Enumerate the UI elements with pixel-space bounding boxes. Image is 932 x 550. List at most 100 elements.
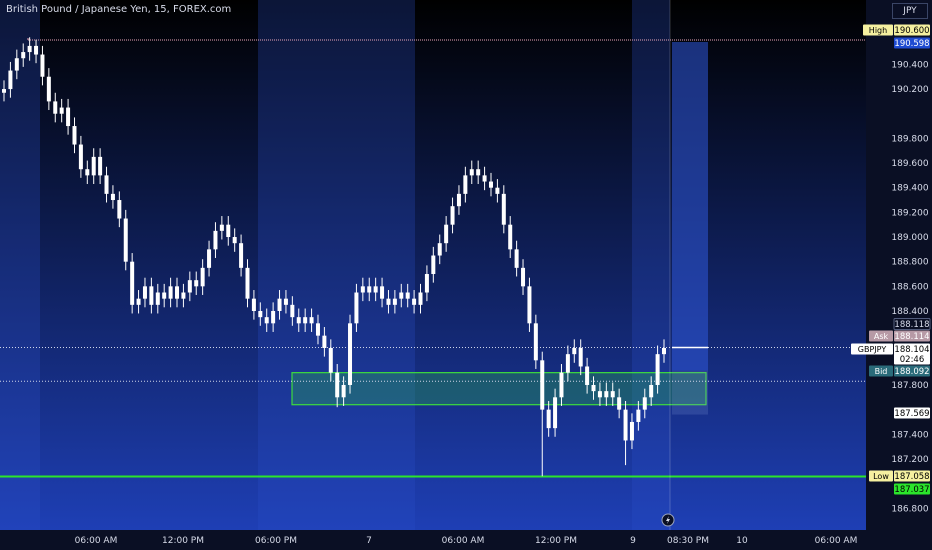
candle-body [162,292,167,299]
candle-body [136,298,141,305]
candle-body [469,169,474,176]
price-label-value: 188.114 [894,332,929,342]
y-tick-label: 189.400 [891,184,928,194]
forecast-column [672,42,708,371]
price-label-name-bg [869,365,893,377]
candle-body [476,169,481,176]
lightning-icon[interactable] [661,513,675,527]
price-axis-panel [866,0,932,550]
candle-body [104,175,109,194]
y-tick-label: 188.600 [891,282,928,292]
candle-body [34,45,39,55]
price-label-name-bg [863,24,893,36]
candle-body [604,391,609,398]
candle-body [559,372,564,398]
candle-body [40,54,45,77]
price-label-name-bg [869,470,893,482]
candle-body [597,391,602,398]
candle-body [488,181,493,188]
demand-zone [291,372,707,406]
x-tick-label: 9 [630,536,636,546]
candle-body [585,366,590,385]
candle-body [123,218,128,262]
candle-body [335,372,340,398]
candle-body [219,224,224,231]
candle-body [181,292,186,299]
candle-body [110,193,115,201]
candle-body [617,397,622,410]
candle-body [290,304,295,318]
session-band [258,0,415,530]
candle-body [251,298,256,311]
candle-body [450,206,455,225]
y-tick-label: 189.800 [891,134,928,144]
candle-body [424,274,429,293]
price-label-value: 188.104 [894,345,929,355]
x-tick-label: 06:00 AM [815,536,858,546]
candle-body [187,280,192,293]
candle-body [78,144,83,170]
candle-body [91,156,96,176]
candle-body [66,107,71,127]
chart-title: British Pound / Japanese Yen, 15, FOREX.… [6,4,232,15]
price-label-value-bg [894,353,930,365]
candle-body [610,391,615,398]
price-label-value-bg [894,470,930,482]
x-tick-label: 08:30 PM [667,536,709,546]
candle-body [72,126,77,145]
price-label-name: GBPJPY [858,345,887,354]
x-tick-label: 06:00 AM [75,536,118,546]
candle-body [239,243,244,268]
candle-body [194,280,199,287]
candle-body [315,323,320,336]
price-label-name-bg [851,343,893,355]
candle-body [527,286,532,324]
candle-body [591,384,596,392]
price-label-name: Ask [874,332,889,341]
time-axis-panel [0,530,866,550]
candle-body [495,187,500,194]
y-tick-label: 188.400 [891,307,928,317]
candle-body [59,107,64,114]
price-label-value-bg [894,330,930,342]
x-tick-label: 7 [366,536,372,546]
price-label-value: 188.118 [894,320,929,330]
candle-body [386,298,391,305]
candle-body [578,347,583,367]
candle-body [360,286,365,293]
price-label-value: 190.598 [894,39,929,49]
candle-body [226,224,231,238]
candle-body [283,298,288,305]
candle-body [213,230,218,250]
candle-body [296,317,301,324]
candle-body [367,286,372,293]
y-tick-label: 187.800 [891,381,928,391]
y-tick-label: 186.800 [891,504,928,514]
price-label-value-bg [894,407,930,419]
candle-body [623,409,628,441]
candle-body [27,45,32,53]
candle-body [207,249,212,268]
candle-body [117,200,122,219]
candle-body [155,292,160,305]
candle-body [508,224,513,250]
y-tick-label: 188.800 [891,258,928,268]
currency-button[interactable]: JPY [892,3,928,19]
candle-body [98,156,103,176]
candle-body [142,286,147,299]
price-label-value-bg [894,483,930,495]
y-tick-label: 189.200 [891,208,928,218]
price-label-value: 187.037 [894,485,929,495]
price-label-value: 190.600 [894,26,929,36]
candle-body [53,101,58,114]
candle-body [456,193,461,207]
candle-body [501,193,506,225]
candle-body [431,255,436,275]
candle-body [322,335,327,348]
x-tick-label: 06:00 PM [255,536,297,546]
candle-body [546,409,551,429]
x-tick-label: 06:00 AM [442,536,485,546]
candle-body [258,311,263,318]
